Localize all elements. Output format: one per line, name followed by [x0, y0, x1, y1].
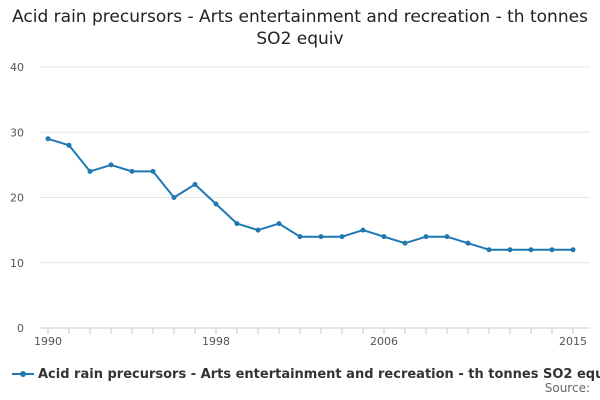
x-axis-tick-labels: 1990 1998 2006 2015: [34, 335, 587, 348]
data-point[interactable]: [465, 240, 471, 246]
data-point[interactable]: [150, 168, 156, 174]
data-point[interactable]: [549, 247, 555, 253]
data-point[interactable]: [108, 162, 114, 168]
y-tick-label: 0: [17, 322, 24, 335]
data-point[interactable]: [234, 221, 240, 227]
data-point[interactable]: [255, 227, 261, 233]
legend-swatch-icon: [12, 369, 34, 379]
y-tick-label: 30: [10, 126, 24, 139]
x-tick-label: 2015: [559, 335, 587, 348]
x-axis: [40, 327, 590, 334]
data-point[interactable]: [360, 227, 366, 233]
chart-title: Acid rain precursors - Arts entertainmen…: [12, 7, 588, 49]
y-tick-label: 40: [10, 61, 24, 74]
y-axis-tick-labels: 0 10 20 30 40: [10, 61, 24, 335]
series-line-group: [45, 136, 576, 253]
x-tick-label: 2006: [370, 335, 398, 348]
data-point[interactable]: [528, 247, 534, 253]
data-point[interactable]: [402, 240, 408, 246]
data-point[interactable]: [423, 234, 429, 240]
data-point[interactable]: [192, 181, 198, 187]
data-point[interactable]: [297, 234, 303, 240]
data-point[interactable]: [444, 234, 450, 240]
legend[interactable]: Acid rain precursors - Arts entertainmen…: [12, 364, 600, 384]
data-point[interactable]: [213, 201, 219, 207]
data-point[interactable]: [45, 136, 51, 142]
x-tick-label: 1998: [202, 335, 230, 348]
data-point[interactable]: [87, 168, 93, 174]
y-tick-label: 10: [10, 257, 24, 270]
data-point[interactable]: [507, 247, 513, 253]
data-point[interactable]: [129, 168, 135, 174]
data-point[interactable]: [339, 234, 345, 240]
gridlines: [40, 66, 590, 264]
data-point[interactable]: [318, 234, 324, 240]
y-tick-label: 20: [10, 192, 24, 205]
source-label: Source:: [544, 381, 590, 395]
series-line: [47, 137, 573, 251]
data-point[interactable]: [66, 142, 72, 148]
data-point[interactable]: [276, 221, 282, 227]
x-tick-label: 1990: [34, 335, 62, 348]
data-point[interactable]: [486, 247, 492, 253]
data-point[interactable]: [171, 195, 177, 200]
legend-label: Acid rain precursors - Arts entertainmen…: [38, 366, 600, 382]
data-point[interactable]: [570, 247, 576, 253]
data-point[interactable]: [381, 234, 387, 240]
